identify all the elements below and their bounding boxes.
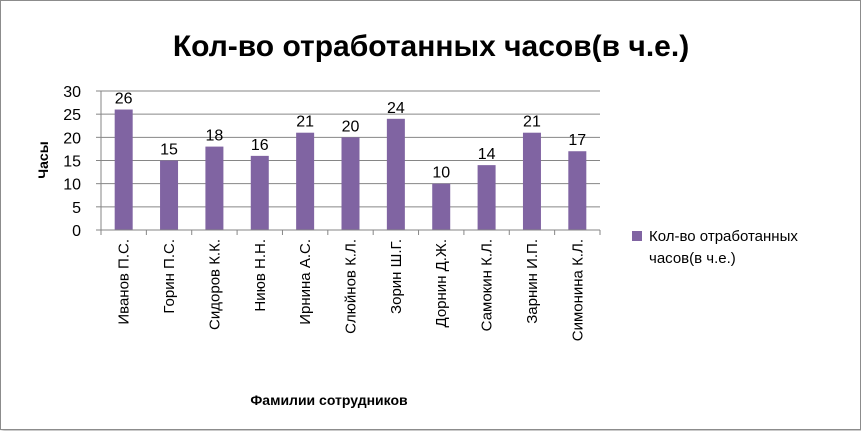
data-label: 14 <box>478 146 496 163</box>
data-label: 26 <box>115 91 133 108</box>
data-labels: 26 15 18 16 21 20 24 10 14 21 17 <box>115 91 587 182</box>
y-tick-label: 25 <box>63 107 81 124</box>
y-axis-label: Часы <box>35 141 51 178</box>
bar <box>205 146 224 230</box>
y-tick-label: 15 <box>63 154 81 171</box>
x-tick-labels: Иванов П.С. Горин П.С. Сидоров К.К. Ниюв Н.… <box>116 239 587 341</box>
data-label: 24 <box>387 100 405 117</box>
axes <box>96 90 601 235</box>
x-tick-label: Сидоров К.К. <box>206 239 223 330</box>
data-label: 15 <box>160 142 178 159</box>
x-tick-label: Зорин Ш.Г. <box>388 239 405 314</box>
bar <box>250 155 269 230</box>
legend: Кол-во отработанных часов(в ч.е.) <box>632 228 798 267</box>
x-axis-label: Фамилии сотрудников <box>250 392 408 408</box>
data-label: 21 <box>296 114 314 131</box>
data-label: 10 <box>432 165 450 182</box>
bar <box>160 160 179 230</box>
bar <box>341 137 360 230</box>
y-tick-label: 5 <box>72 200 81 217</box>
data-label: 17 <box>568 132 586 149</box>
x-tick-label: Самокин К.Л. <box>479 239 496 331</box>
x-tick-label: Ниюв Н.Н. <box>252 239 269 312</box>
data-label: 16 <box>251 137 269 154</box>
legend-label-line1: Кол-во отработанных <box>649 228 798 245</box>
x-tick-label: Слюйнов К.Л. <box>343 239 360 334</box>
bar <box>568 151 587 230</box>
x-tick-label: Дорнин Д.Ж. <box>433 239 450 327</box>
x-tick-label: Ирнина А.С. <box>297 239 314 325</box>
y-tick-label: 0 <box>72 223 81 240</box>
legend-swatch <box>632 231 642 241</box>
data-label: 21 <box>523 114 541 131</box>
data-label: 20 <box>342 118 360 135</box>
bar <box>477 165 496 230</box>
legend-label-line2: часов(в ч.е.) <box>649 250 736 267</box>
bar <box>296 132 315 230</box>
x-tick-label: Симонина К.Л. <box>569 239 586 341</box>
y-tick-labels: 0 5 10 15 20 25 30 <box>63 84 81 240</box>
bar <box>522 132 541 230</box>
bar <box>114 109 133 230</box>
y-tick-label: 10 <box>63 177 81 194</box>
chart-title: Кол-во отработанных часов(в ч.е.) <box>173 30 689 63</box>
x-tick-label: Зарнин И.П. <box>524 239 541 324</box>
x-tick-label: Горин П.С. <box>161 239 178 314</box>
bar-series <box>114 109 587 230</box>
data-label: 18 <box>206 128 224 145</box>
y-tick-label: 30 <box>63 84 81 101</box>
bar <box>386 118 405 230</box>
y-tick-label: 20 <box>63 130 81 147</box>
bar <box>432 183 451 230</box>
x-tick-label: Иванов П.С. <box>116 239 133 325</box>
